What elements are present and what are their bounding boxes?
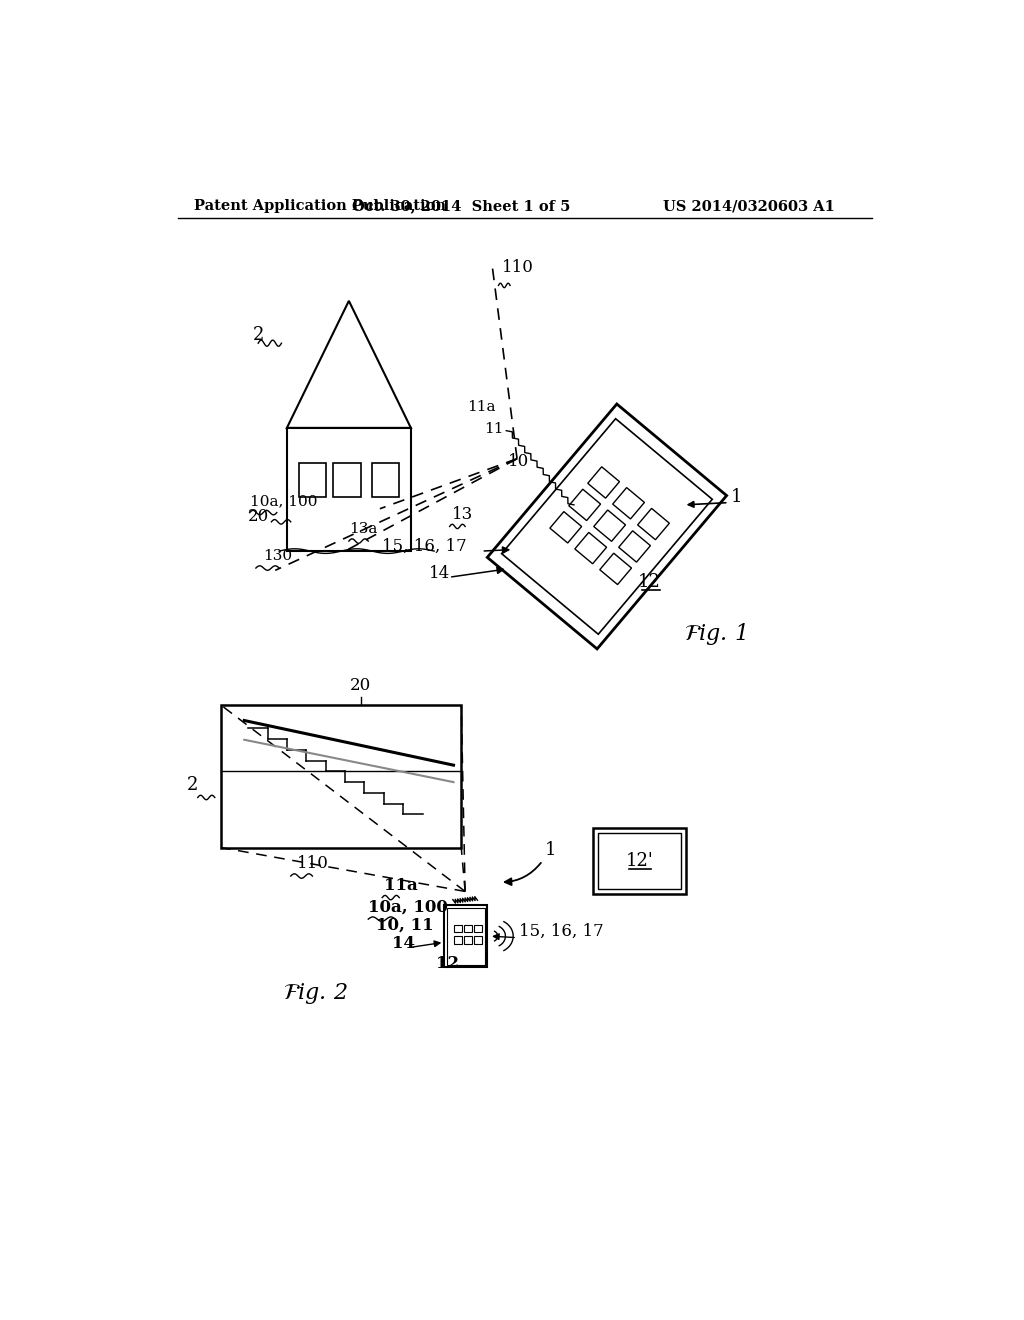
Bar: [221, 705, 461, 847]
Bar: [593, 829, 686, 894]
Bar: [474, 924, 482, 932]
Bar: [287, 428, 411, 552]
Text: 11a: 11a: [384, 876, 418, 894]
Text: 15, 16, 17: 15, 16, 17: [519, 923, 604, 940]
Polygon shape: [487, 404, 727, 649]
Text: Oct. 30, 2014  Sheet 1 of 5: Oct. 30, 2014 Sheet 1 of 5: [352, 199, 570, 213]
Text: 10a, 100: 10a, 100: [250, 494, 317, 508]
Text: 12': 12': [626, 851, 653, 870]
Bar: [372, 462, 399, 498]
Text: 11a: 11a: [467, 400, 496, 414]
Text: 14: 14: [429, 565, 450, 582]
Text: 1: 1: [731, 488, 742, 506]
Text: 2: 2: [186, 776, 198, 793]
Text: 20: 20: [350, 677, 371, 694]
Text: US 2014/0320603 A1: US 2014/0320603 A1: [663, 199, 835, 213]
Bar: [444, 906, 486, 966]
Bar: [474, 936, 482, 944]
Text: 10a, 100: 10a, 100: [369, 899, 449, 916]
Text: Patent Application Publication: Patent Application Publication: [194, 199, 445, 213]
Text: 14: 14: [391, 935, 415, 952]
Text: 20: 20: [248, 508, 269, 525]
Bar: [455, 924, 462, 932]
Text: 13a: 13a: [349, 523, 377, 536]
Text: 110: 110: [297, 855, 329, 873]
Text: 130: 130: [263, 549, 292, 564]
Bar: [455, 936, 462, 944]
Bar: [334, 462, 360, 498]
Text: 12: 12: [436, 956, 460, 973]
Text: 10, 11: 10, 11: [376, 917, 433, 935]
Bar: [446, 908, 484, 965]
Text: 12: 12: [638, 573, 662, 591]
Bar: [464, 924, 472, 932]
Text: 15, 16, 17: 15, 16, 17: [382, 539, 467, 556]
Text: 1: 1: [545, 841, 556, 859]
Bar: [464, 936, 472, 944]
Text: 110: 110: [502, 259, 534, 276]
Text: 10: 10: [508, 453, 529, 470]
Bar: [299, 462, 326, 498]
Bar: [598, 833, 681, 890]
Text: 13: 13: [452, 506, 473, 523]
Text: $\mathcal{F}$ig. 2: $\mathcal{F}$ig. 2: [283, 981, 348, 1006]
Text: $\mathcal{F}$ig. 1: $\mathcal{F}$ig. 1: [684, 622, 746, 647]
Text: 11: 11: [484, 421, 504, 436]
Text: 2: 2: [253, 326, 264, 345]
